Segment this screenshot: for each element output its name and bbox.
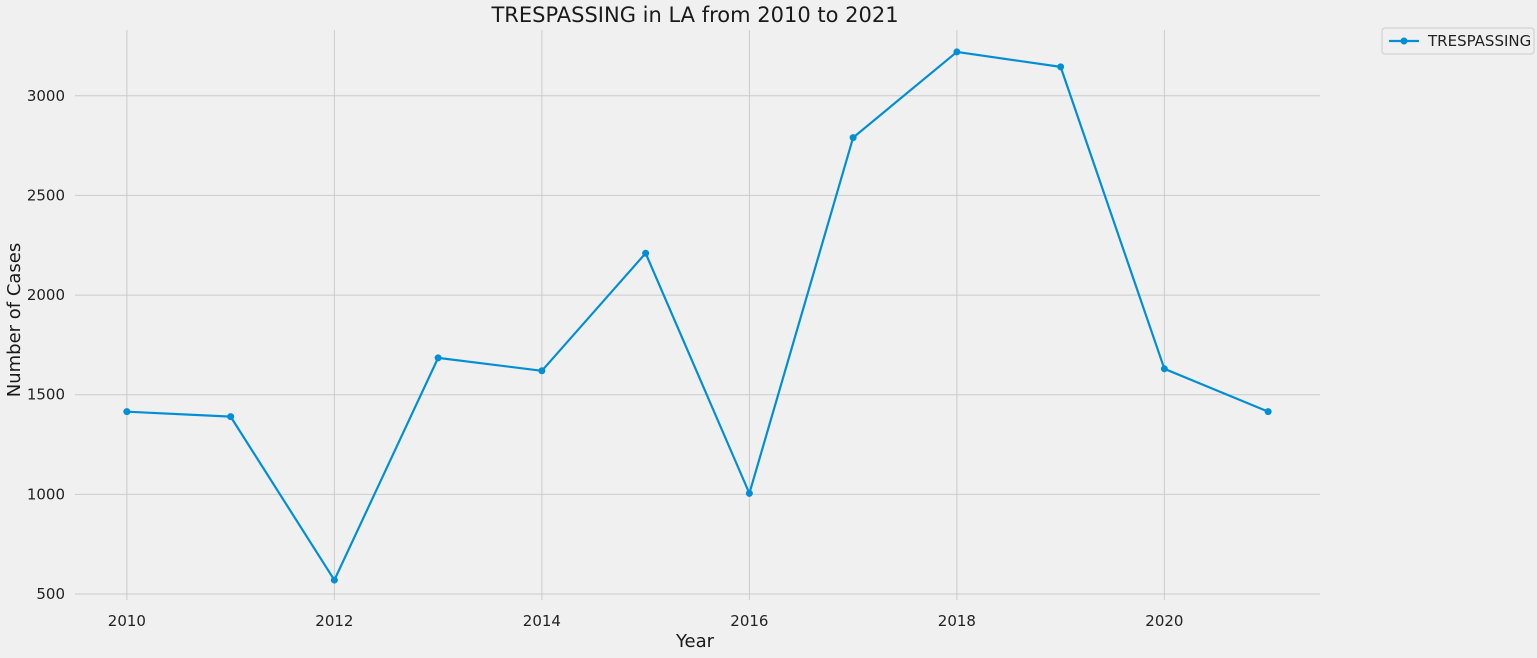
x-tick-label: 2012 [315,612,353,630]
data-point [227,413,235,421]
legend-box [1381,27,1535,55]
data-point [642,249,650,257]
tick-labels: 2010 2012 2014 2016 2018 2020 500 1000 1500 2000 2… [27,87,1184,630]
x-tick-label: 2016 [730,612,768,630]
y-tick-label: 2000 [27,286,65,304]
grid [75,30,1320,600]
data-point [123,408,131,416]
y-tick-label: 1000 [27,485,65,503]
x-axis-label: Year [675,631,715,652]
x-tick-label: 2010 [108,612,146,630]
data-point [745,489,753,497]
series-layer [123,48,1272,584]
y-tick-label: 2500 [27,186,65,204]
legend-label: TRESPASSING [1427,32,1531,50]
data-point [434,354,442,362]
y-axis-label: Number of Cases [4,243,25,398]
data-point [1264,408,1272,416]
legend-marker-swatch [1400,37,1408,45]
series-line [126,50,1269,582]
data-point [1160,365,1168,373]
x-tick-label: 2014 [523,612,561,630]
y-tick-label: 1500 [27,386,65,404]
data-point [953,48,961,56]
data-point [330,576,338,584]
x-tick-label: 2020 [1145,612,1183,630]
legend: TRESPASSING [1381,27,1535,55]
y-tick-label: 3000 [27,87,65,105]
y-tick-label: 500 [36,585,65,603]
data-point [538,367,546,375]
x-tick-label: 2018 [938,612,976,630]
chart-title: TRESPASSING in LA from 2010 to 2021 [490,3,898,27]
data-point [1057,63,1065,71]
data-point [849,134,857,142]
